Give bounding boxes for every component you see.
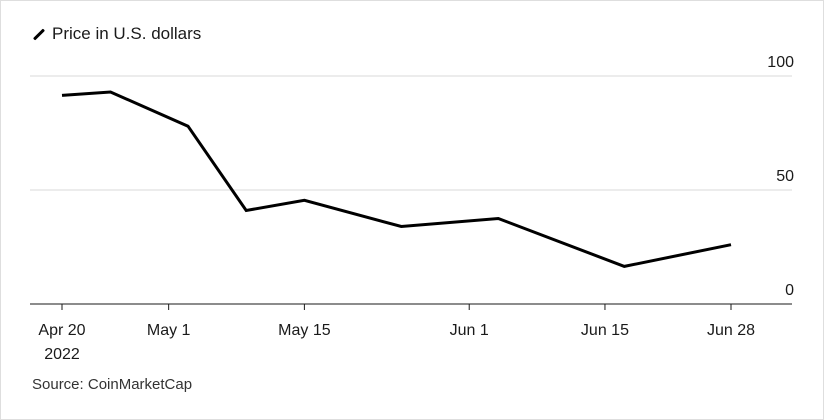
x-tick-label: Jun 15 bbox=[581, 322, 629, 339]
series-layer bbox=[61, 90, 732, 268]
x-tick-label: Jun 1 bbox=[450, 322, 489, 339]
y-tick-label-50: 50 bbox=[776, 168, 794, 185]
x-tick-label: Jun 28 bbox=[707, 322, 755, 339]
price-line bbox=[61, 90, 732, 268]
chart-legend: Price in U.S. dollars bbox=[32, 24, 201, 44]
source-note: Source: CoinMarketCap bbox=[32, 376, 193, 393]
x-tick-label: Apr 20 bbox=[38, 322, 85, 339]
x-axis: Apr 20 2022 May 1 May 15 Jun 1 Jun 15 Jun 28 bbox=[30, 303, 792, 363]
x-tick-label: May 1 bbox=[147, 322, 191, 339]
y-axis-ticks: 0 50 100 bbox=[767, 54, 794, 299]
x-tick-sublabel: 2022 bbox=[44, 346, 80, 363]
grid-lines bbox=[30, 75, 792, 191]
y-tick-label-0: 0 bbox=[785, 282, 794, 299]
legend-label: Price in U.S. dollars bbox=[52, 24, 202, 43]
x-tick-label: May 15 bbox=[278, 322, 331, 339]
y-tick-label-100: 100 bbox=[767, 54, 794, 71]
